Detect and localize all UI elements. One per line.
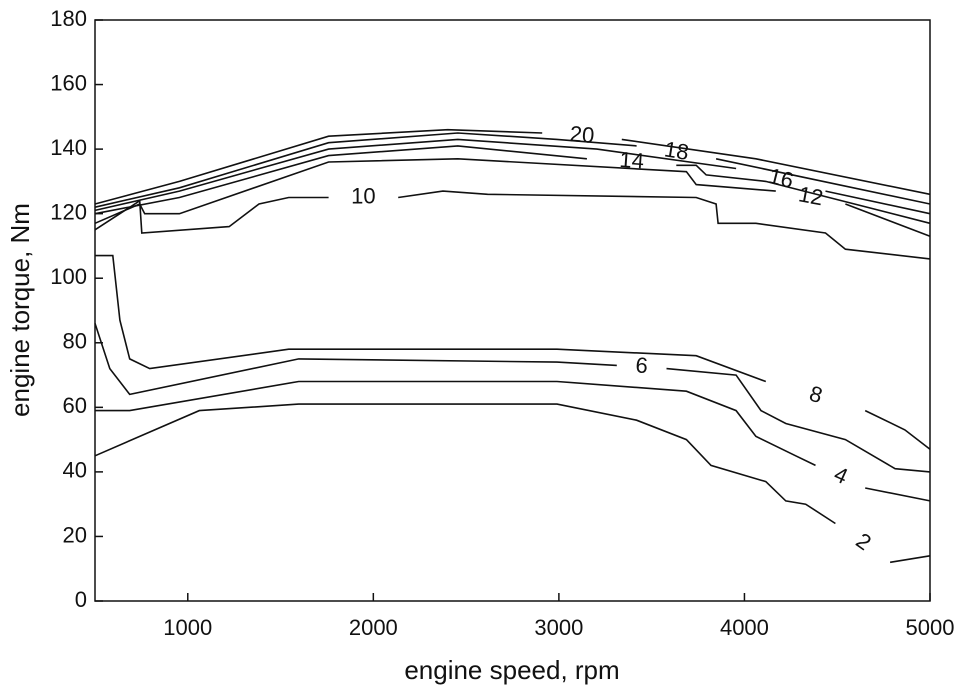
contour-line bbox=[94, 138, 931, 215]
contour-line bbox=[94, 190, 931, 260]
x-axis-label: engine speed, rpm bbox=[404, 655, 619, 685]
y-tick-label: 180 bbox=[50, 6, 87, 31]
x-tick-label: 4000 bbox=[720, 615, 769, 640]
contour-line bbox=[94, 128, 931, 205]
contour-label: 2 bbox=[851, 528, 875, 555]
y-tick-label: 40 bbox=[63, 458, 87, 483]
y-tick-label: 20 bbox=[63, 522, 87, 547]
y-tick-label: 80 bbox=[63, 329, 87, 354]
y-tick-label: 120 bbox=[50, 199, 87, 224]
plot-frame bbox=[94, 19, 931, 602]
y-tick-label: 140 bbox=[50, 135, 87, 160]
contour-label: 12 bbox=[797, 181, 826, 210]
contour-line bbox=[95, 380, 931, 502]
contour-line bbox=[94, 403, 931, 564]
contour-line bbox=[94, 145, 931, 225]
contour-label: 20 bbox=[569, 121, 595, 148]
x-tick-label: 1000 bbox=[163, 615, 212, 640]
y-axis-label: engine torque, Nm bbox=[5, 203, 35, 417]
contour-label: 4 bbox=[830, 461, 851, 489]
contour-label: 6 bbox=[635, 352, 649, 378]
y-tick-label: 60 bbox=[63, 393, 87, 418]
x-tick-label: 3000 bbox=[534, 615, 583, 640]
contour-label: 8 bbox=[807, 381, 826, 408]
contour-line bbox=[95, 254, 931, 450]
contour-label: 10 bbox=[351, 183, 375, 208]
y-tick-label: 0 bbox=[75, 587, 87, 612]
y-tick-label: 100 bbox=[50, 264, 87, 289]
y-tick-label: 160 bbox=[50, 70, 87, 95]
contour-line bbox=[94, 157, 931, 238]
x-tick-label: 2000 bbox=[349, 615, 398, 640]
contour-line bbox=[94, 323, 931, 473]
x-tick-label: 5000 bbox=[906, 615, 955, 640]
contour-line bbox=[94, 132, 931, 208]
